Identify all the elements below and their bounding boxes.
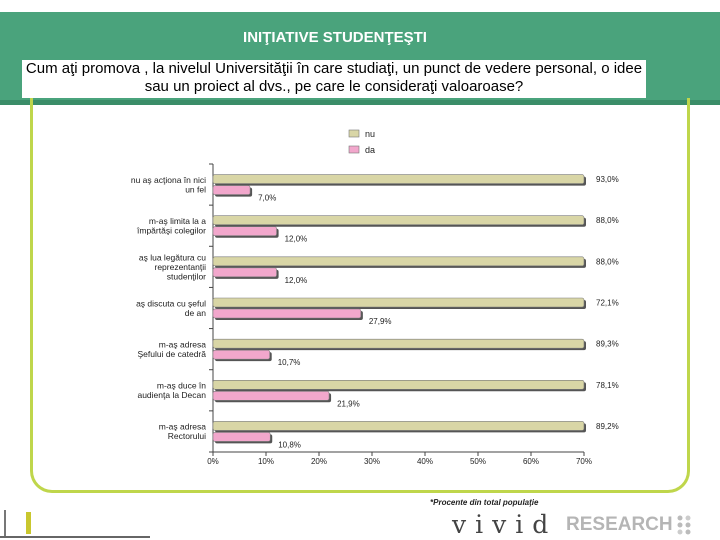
category-label: aş lua legătura cu <box>139 252 206 262</box>
bar-da <box>212 226 277 237</box>
bottom-line <box>0 536 150 538</box>
bar-da <box>212 267 277 278</box>
x-tick-label: 0% <box>207 457 219 466</box>
bar-da <box>212 185 251 195</box>
data-label-da: 10,7% <box>278 358 301 367</box>
data-label-nu: 89,2% <box>596 422 619 431</box>
x-tick-label: 10% <box>258 457 274 466</box>
x-tick-label: 20% <box>311 457 327 466</box>
data-label-nu: 88,0% <box>596 216 619 225</box>
legend-swatch-da <box>348 145 360 154</box>
accent-mark <box>26 512 31 534</box>
chart-frame <box>30 98 690 493</box>
category-label: m-aş adresa <box>159 339 207 349</box>
data-label-nu: 93,0% <box>596 175 619 184</box>
bar-nu <box>212 297 585 308</box>
category-label: Rectorului <box>168 431 206 441</box>
data-label-nu: 78,1% <box>596 381 619 390</box>
bar-nu <box>212 215 585 226</box>
legend-swatch-nu <box>348 129 360 138</box>
legend-label-da: da <box>365 145 375 155</box>
category-label: Şefului de catedră <box>137 349 206 359</box>
data-label-da: 12,0% <box>285 235 308 244</box>
bar-da <box>212 432 271 442</box>
category-label: nu aş acţiona în nici <box>131 175 206 185</box>
bar-nu <box>212 421 585 431</box>
footnote: *Procente din total populaţie <box>430 498 539 507</box>
bar-nu <box>212 256 585 267</box>
category-label: m-aş duce în <box>157 381 206 391</box>
data-label-da: 27,9% <box>369 317 392 326</box>
category-label: împărtăşi colegilor <box>136 225 206 235</box>
category-label: audienţa la Decan <box>137 390 206 400</box>
x-tick-label: 30% <box>364 457 380 466</box>
data-label-da: 10,8% <box>278 440 301 449</box>
category-label: de an <box>185 308 207 318</box>
x-tick-label: 50% <box>470 457 486 466</box>
category-label: studenţilor <box>167 271 206 281</box>
bar-da <box>212 308 362 319</box>
brand-logo-research: RESEARCH <box>566 514 673 535</box>
legend-label-nu: nu <box>365 129 375 139</box>
x-tick-label: 60% <box>523 457 539 466</box>
bar-da <box>212 390 330 401</box>
data-label-nu: 89,3% <box>596 340 619 349</box>
bar-da <box>212 349 271 360</box>
x-tick-label: 70% <box>576 457 592 466</box>
category-label: m-aş limita la a <box>149 216 206 226</box>
data-label-da: 7,0% <box>258 194 276 203</box>
left-mark <box>4 510 6 536</box>
brand-dots-icon <box>677 515 691 535</box>
data-label-nu: 88,0% <box>596 257 619 266</box>
data-label-da: 21,9% <box>337 399 360 408</box>
survey-question: Cum aţi promova , la nivelul Universităţ… <box>22 60 646 98</box>
category-label: reprezentanţii <box>154 262 206 272</box>
category-label: m-aş adresa <box>159 422 207 432</box>
brand-logo-vivid: vivid <box>452 510 558 539</box>
header-strip <box>0 100 720 105</box>
bar-nu <box>212 338 585 349</box>
slide-title: INIŢIATIVE STUDENŢEŞTI <box>243 29 427 46</box>
x-tick-label: 40% <box>417 457 433 466</box>
bar-nu <box>212 174 585 184</box>
data-label-da: 12,0% <box>285 276 308 285</box>
category-label: un fel <box>185 184 206 194</box>
data-label-nu: 72,1% <box>596 299 619 308</box>
category-label: aş discuta cu şeful <box>136 298 206 308</box>
bar-nu <box>212 379 585 390</box>
